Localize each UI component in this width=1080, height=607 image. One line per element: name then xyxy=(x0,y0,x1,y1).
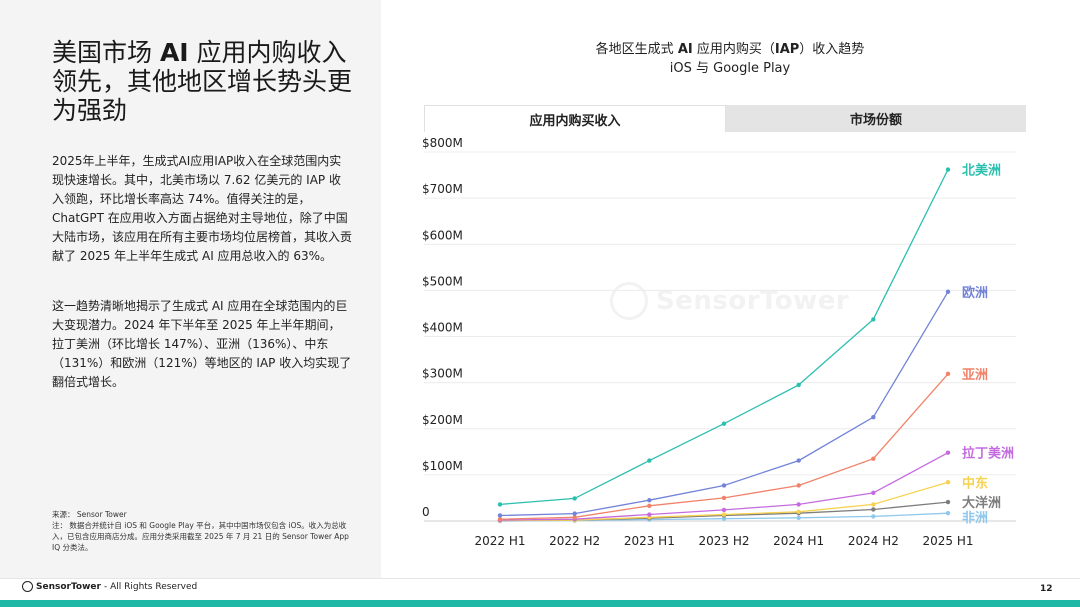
data-point xyxy=(945,167,951,172)
y-tick-label: $100M xyxy=(422,459,463,473)
x-tick-label: 2023 H2 xyxy=(698,534,749,548)
data-point xyxy=(871,317,876,322)
sensor-tower-logo-icon xyxy=(22,581,33,592)
series-line xyxy=(499,291,949,517)
data-point xyxy=(647,498,652,503)
data-point xyxy=(497,513,503,518)
data-point xyxy=(721,495,727,501)
line-chart: 0 $100M $200M $300M $400M $500M $600M $700M $800… xyxy=(422,136,1016,548)
y-tick-label: 0 xyxy=(422,505,430,519)
data-point xyxy=(871,415,876,420)
data-point xyxy=(721,421,727,426)
data-point xyxy=(945,499,951,505)
data-point xyxy=(497,516,503,522)
series-end-label: 拉丁美洲 xyxy=(962,446,1014,462)
y-tick-label: $200M xyxy=(422,413,463,427)
chart-subtitle: iOS 与 Google Play xyxy=(669,61,791,76)
data-point xyxy=(796,483,801,488)
data-point xyxy=(721,516,727,521)
x-tick-label: 2024 H2 xyxy=(848,534,899,548)
left-panel: 美国市场 AI 应用内购收入领先，其他地区增长势头更为强劲 2025年上半年，生… xyxy=(0,0,381,578)
data-point xyxy=(721,507,727,513)
data-point xyxy=(945,450,951,455)
data-point xyxy=(871,456,876,461)
data-point xyxy=(497,502,503,507)
chart-tabs: 应用内购买收入 市场份额 xyxy=(424,105,1026,132)
data-point xyxy=(721,512,727,517)
tab-market-share[interactable]: 市场份额 xyxy=(726,105,1026,132)
series-end-label: 非洲 xyxy=(962,510,988,526)
source-text: 来源： Sensor Tower xyxy=(52,510,127,519)
tab-iap-revenue[interactable]: 应用内购买收入 xyxy=(424,105,726,132)
y-tick-label: $300M xyxy=(422,367,463,381)
data-point xyxy=(647,512,652,517)
data-point xyxy=(796,458,801,463)
data-point xyxy=(796,515,801,520)
sensor-tower-watermark-icon xyxy=(610,282,648,320)
series-end-label: 中东 xyxy=(962,475,988,491)
source-notes: 来源： Sensor Tower 注： 数据合并统计自 iOS 和 Google… xyxy=(52,509,352,553)
x-tick-label: 2024 H1 xyxy=(773,534,824,548)
y-tick-label: $500M xyxy=(422,274,463,288)
page-number: 12 xyxy=(1040,584,1053,594)
data-point xyxy=(796,502,801,507)
data-point xyxy=(796,509,801,514)
data-point xyxy=(572,515,577,520)
y-tick-label: $400M xyxy=(422,321,463,335)
watermark-text: SensorTower xyxy=(656,286,850,316)
data-point xyxy=(871,507,876,512)
y-tick-label: $600M xyxy=(422,228,463,242)
data-point xyxy=(647,458,652,463)
data-point xyxy=(871,514,876,519)
x-tick-label: 2025 H1 xyxy=(922,534,973,548)
x-tick-label: 2022 H2 xyxy=(549,534,600,548)
data-point xyxy=(945,510,951,516)
note-text: 注： 数据合并统计自 iOS 和 Google Play 平台，其中中国市场仅包… xyxy=(52,521,349,552)
series-end-label: 大洋洲 xyxy=(962,495,1001,511)
series-end-label: 欧洲 xyxy=(962,285,988,301)
data-point xyxy=(871,502,876,507)
data-point xyxy=(572,496,577,501)
page-title: 美国市场 AI 应用内购收入领先，其他地区增长势头更为强劲 xyxy=(52,38,353,125)
data-point xyxy=(871,490,876,496)
data-point xyxy=(945,480,951,485)
data-point xyxy=(572,511,577,516)
series-end-label: 亚洲 xyxy=(962,368,988,383)
footer-accent-bar xyxy=(0,600,1080,607)
footer xyxy=(0,578,1080,601)
data-point xyxy=(945,289,951,294)
data-point xyxy=(945,371,951,377)
y-tick-label: $700M xyxy=(422,182,463,196)
series-end-label: 北美洲 xyxy=(962,163,1001,179)
data-point xyxy=(647,503,652,508)
footer-logo: SensorTower - All Rights Reserved xyxy=(22,581,197,592)
paragraph-2: 这一趋势清晰地揭示了生成式 AI 应用在全球范围内的巨大变现潜力。2024 年下… xyxy=(52,299,352,389)
x-tick-label: 2022 H1 xyxy=(474,534,525,548)
x-tick-label: 2023 H1 xyxy=(624,534,675,548)
watermark: SensorTower xyxy=(610,282,849,320)
chart-title-main: 各地区生成式 AI 应用内购买（IAP）收入趋势 xyxy=(595,42,865,57)
y-tick-label: $800M xyxy=(422,136,463,150)
data-point xyxy=(721,483,727,488)
chart-title: 各地区生成式 AI 应用内购买（IAP）收入趋势 iOS 与 Google Pl… xyxy=(540,40,920,78)
data-point xyxy=(796,382,801,388)
paragraph-1: 2025年上半年，生成式AI应用IAP收入在全球范围内实现快速增长。其中，北美市… xyxy=(52,154,353,263)
